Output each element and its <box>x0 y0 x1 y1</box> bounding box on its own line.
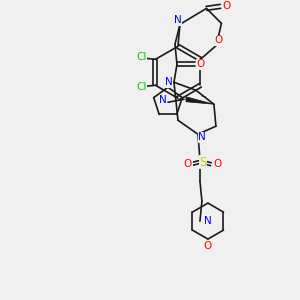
Text: O: O <box>197 59 205 69</box>
Text: O: O <box>222 2 230 11</box>
Polygon shape <box>186 97 214 104</box>
Text: N: N <box>159 95 167 105</box>
Text: ...: ... <box>201 92 207 98</box>
Text: Cl: Cl <box>136 82 147 92</box>
Text: N: N <box>165 77 173 87</box>
Text: O: O <box>214 35 223 45</box>
Text: N: N <box>174 15 182 26</box>
Text: S: S <box>199 156 207 169</box>
Text: N: N <box>198 132 206 142</box>
Text: O: O <box>214 159 222 169</box>
Text: O: O <box>204 241 212 251</box>
Text: Cl: Cl <box>136 52 147 62</box>
Text: N: N <box>204 216 212 226</box>
Text: O: O <box>184 159 192 169</box>
